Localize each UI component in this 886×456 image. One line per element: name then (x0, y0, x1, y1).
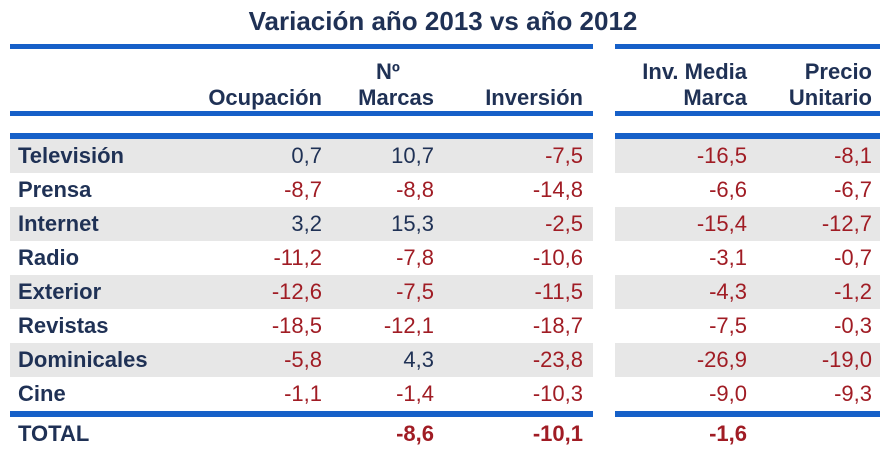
data-top-rule-right (615, 133, 880, 139)
cell-inversion: -23,8 (532, 347, 583, 372)
cell-inv-media: -9,0 (709, 381, 747, 406)
total-cell-precio (755, 417, 880, 450)
table-row: Cine -1,1 -1,4 -10,3 (10, 377, 593, 411)
cell-ocupacion: -5,8 (284, 347, 322, 372)
cell-precio: -8,1 (834, 143, 872, 168)
cell-inv-media: -4,3 (709, 279, 747, 304)
cell-inversion: -10,3 (532, 381, 583, 406)
row-label: Televisión (18, 143, 124, 168)
total-cell-ocupacion (206, 417, 332, 450)
header-ocupacion: Ocupación (208, 85, 322, 110)
table-row: Revistas -18,5 -12,1 -18,7 (10, 309, 593, 343)
cell-ocupacion: 3,2 (291, 211, 322, 236)
right-table-rows: -16,5 -8,1 -6,6 -6,7 -15,4 -12,7 -3,1 -0,7 -4,3-… (615, 139, 880, 411)
cell-marcas: -7,5 (396, 279, 434, 304)
tables-container: Ocupación Nº Marcas Inversión Televisión… (10, 44, 886, 450)
table-row: Televisión 0,7 10,7 -7,5 (10, 139, 593, 173)
total-top-rule-left (10, 411, 593, 417)
table-row: -16,5 -8,1 (615, 139, 880, 173)
cell-ocupacion: -18,5 (271, 313, 322, 338)
total-top-rule-right (615, 411, 880, 417)
cell-ocupacion: 0,7 (291, 143, 322, 168)
table-row: -7,5 -0,3 (615, 309, 880, 343)
table-row: Dominicales -5,8 4,3 -23,8 (10, 343, 593, 377)
row-label: Revistas (18, 313, 109, 338)
cell-inversion: -10,6 (532, 245, 583, 270)
right-table: Inv. Media Marca Precio Unitario -16,5 -8… (615, 44, 880, 450)
row-label: Exterior (18, 279, 102, 304)
title-underline-left (10, 44, 593, 49)
header-inversion: Inversión (485, 85, 583, 110)
cell-inversion: -14,8 (532, 177, 583, 202)
cell-marcas: -12,1 (383, 313, 434, 338)
table-row: -6,6 -6,7 (615, 173, 880, 207)
cell-precio: -19,0 (821, 347, 872, 372)
total-cell-marcas: -8,6 (396, 421, 434, 446)
cell-marcas: 4,3 (403, 347, 434, 372)
table-row: Exterior -12,6 -7,5 -11,5 (10, 275, 593, 309)
cell-ocupacion: -12,6 (271, 279, 322, 304)
data-top-rule-left (10, 133, 593, 139)
total-row-label: TOTAL (18, 421, 90, 446)
cell-precio: -0,7 (834, 245, 872, 270)
cell-marcas: 15,3 (391, 211, 434, 236)
header-inv-media-marca: Inv. Media Marca (642, 59, 747, 110)
row-label: Internet (18, 211, 99, 236)
left-table: Ocupación Nº Marcas Inversión Televisión… (10, 44, 593, 450)
cell-marcas: -7,8 (396, 245, 434, 270)
left-table-rows: Televisión 0,7 10,7 -7,5 Prensa -8,7 -8,8 -14,8… (10, 139, 593, 411)
row-label: Radio (18, 245, 80, 270)
cell-inversion: -2,5 (545, 211, 583, 236)
cell-inv-media: -7,5 (709, 313, 747, 338)
cell-marcas: 10,7 (391, 143, 434, 168)
cell-ocupacion: -1,1 (284, 381, 322, 406)
total-cell-inv-media: -1,6 (709, 421, 747, 446)
cell-precio: -9,3 (834, 381, 872, 406)
total-row-right: -1,6 (615, 417, 880, 450)
table-row: Radio -11,2 -7,8 -10,6 (10, 241, 593, 275)
cell-inversion: -7,5 (545, 143, 583, 168)
cell-inversion: -18,7 (532, 313, 583, 338)
cell-inversion: -11,5 (534, 279, 583, 304)
table-row: -15,4 -12,7 (615, 207, 880, 241)
table-row: -26,9 -19,0 (615, 343, 880, 377)
cell-marcas: -1,4 (396, 381, 434, 406)
table-row: -9,0 -9,3 (615, 377, 880, 411)
cell-precio: -1,2 (834, 279, 872, 304)
table-row: -3,1 -0,7 (615, 241, 880, 275)
total-cell-inversion: -10,1 (532, 421, 583, 446)
table-row: Prensa -8,7 -8,8 -14,8 (10, 173, 593, 207)
cell-inv-media: -3,1 (709, 245, 747, 270)
row-label: Prensa (18, 177, 92, 202)
header-precio-unitario: Precio Unitario (788, 59, 872, 110)
cell-inv-media: -6,6 (709, 177, 747, 202)
cell-precio: -0,3 (834, 313, 872, 338)
cell-ocupacion: -8,7 (284, 177, 322, 202)
left-table-header: Ocupación Nº Marcas Inversión (10, 49, 593, 111)
cell-precio: -12,7 (821, 211, 872, 236)
title-underline-right (615, 44, 880, 49)
header-label-spacer (10, 59, 206, 111)
header-underline-left (10, 111, 593, 116)
row-label: Cine (18, 381, 66, 406)
cell-inv-media: -15,4 (696, 211, 747, 236)
cell-marcas: -8,8 (396, 177, 434, 202)
cell-inv-media: -26,9 (696, 347, 747, 372)
table-row: -4,3 -1,2 (615, 275, 880, 309)
cell-precio: -6,7 (834, 177, 872, 202)
table-row: Internet 3,2 15,3 -2,5 (10, 207, 593, 241)
total-row-left: TOTAL -8,6 -10,1 (10, 417, 593, 450)
header-gap-right (615, 116, 880, 133)
row-label: Dominicales (18, 347, 148, 372)
header-n-marcas: Nº Marcas (358, 59, 434, 110)
cell-ocupacion: -11,2 (273, 245, 322, 270)
header-underline-right (615, 111, 880, 116)
page-title: Variación año 2013 vs año 2012 (248, 6, 638, 36)
cell-inv-media: -16,5 (696, 143, 747, 168)
right-table-header: Inv. Media Marca Precio Unitario (615, 49, 880, 111)
header-gap-left (10, 116, 593, 133)
